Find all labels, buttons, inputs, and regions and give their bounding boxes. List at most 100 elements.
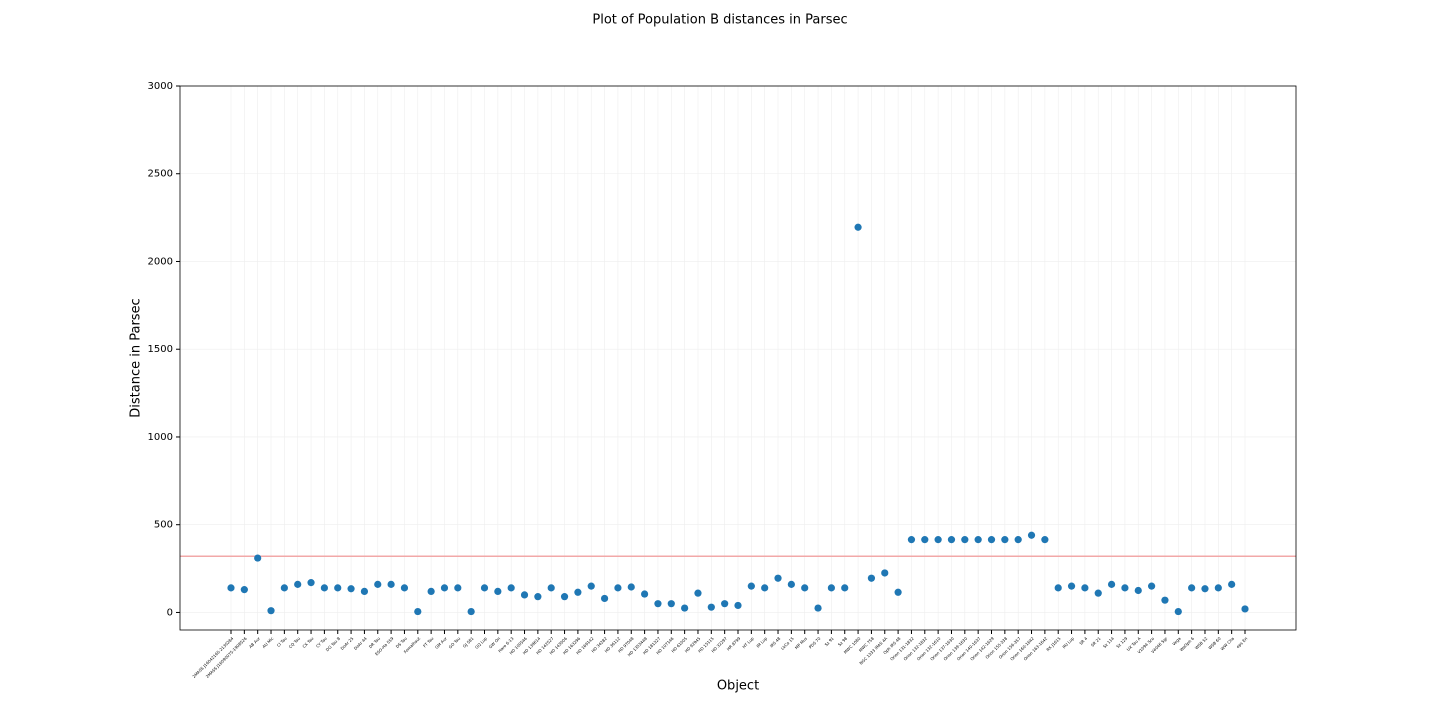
x-tick-label: eps Eri	[1235, 636, 1248, 649]
point	[280, 584, 288, 592]
point	[334, 584, 342, 592]
x-tick-label: WSB 52	[1194, 636, 1209, 651]
x-tick-label: RU Lup	[1061, 636, 1075, 650]
point	[440, 584, 449, 592]
point	[494, 587, 502, 595]
point	[707, 603, 715, 611]
point	[734, 601, 742, 610]
point	[414, 607, 422, 616]
point	[547, 584, 555, 592]
point	[841, 584, 849, 592]
x-tick-label: HR 8799	[726, 636, 742, 652]
point	[1134, 586, 1142, 595]
point	[827, 584, 835, 592]
point	[427, 587, 435, 595]
point	[520, 591, 529, 599]
y-tick-label: 500	[154, 520, 173, 531]
point	[934, 536, 942, 544]
point	[1228, 580, 1236, 588]
point	[1201, 585, 1209, 593]
chart-title: Plot of Population B distances in Parsec	[592, 13, 847, 28]
point	[1188, 584, 1196, 592]
y-tick-label: 3000	[148, 81, 173, 92]
point	[534, 593, 542, 601]
point	[267, 607, 275, 615]
point	[1067, 582, 1076, 590]
point	[854, 223, 862, 231]
x-tick-label: Sz 114	[1102, 636, 1115, 649]
point	[240, 586, 248, 594]
point	[694, 589, 702, 597]
point	[761, 584, 769, 592]
x-tick-label: GO Tau	[448, 636, 462, 650]
point	[374, 580, 382, 588]
point	[681, 604, 689, 612]
point	[1174, 607, 1182, 616]
x-tick-label: IM Lup	[755, 636, 768, 649]
point	[1094, 589, 1102, 597]
y-axis-label: Distance in Parsec	[129, 298, 144, 417]
point	[507, 584, 515, 592]
point	[627, 583, 635, 591]
point	[227, 584, 235, 592]
point	[614, 584, 622, 592]
point	[1107, 580, 1116, 588]
point	[894, 588, 902, 596]
x-tick-label: AU Mic	[261, 636, 274, 649]
point	[360, 587, 369, 595]
x-tick-label: CI Tau	[276, 636, 288, 648]
point	[1214, 584, 1222, 592]
point	[1027, 531, 1036, 539]
x-axis-label: Object	[717, 679, 759, 694]
point	[307, 579, 315, 587]
point	[1054, 584, 1062, 592]
point	[1121, 584, 1129, 592]
x-tick-label: Sz 98	[837, 636, 849, 648]
point	[721, 600, 729, 608]
point	[1161, 596, 1169, 604]
point	[574, 588, 582, 596]
x-tick-label: MP Mus	[794, 636, 808, 650]
point	[947, 536, 956, 544]
x-tick-label: DG Tau B	[325, 636, 342, 653]
point	[814, 604, 822, 612]
point	[1001, 536, 1009, 544]
point	[347, 585, 355, 593]
x-tick-label: HT Lup	[741, 636, 755, 650]
y-tick-label: 2500	[148, 169, 173, 180]
point	[1241, 605, 1249, 613]
point	[387, 580, 395, 588]
point	[400, 584, 409, 592]
point	[787, 580, 795, 588]
x-tick-label: DoAr 25	[339, 636, 354, 651]
x-tick-label: GM Aur	[434, 636, 448, 650]
x-tick-label: CQ Tau	[288, 636, 302, 650]
point	[1014, 536, 1022, 544]
point	[801, 584, 809, 592]
point	[587, 582, 595, 590]
point	[774, 574, 782, 582]
y-tick-label: 1000	[148, 432, 173, 443]
point	[747, 582, 755, 590]
x-tick-label: LkCa 15	[780, 636, 795, 651]
point	[467, 607, 475, 616]
point	[294, 580, 302, 588]
point	[454, 584, 462, 592]
x-tick-label: Vega	[1171, 636, 1182, 647]
x-tick-label: Sz 91	[823, 636, 835, 648]
x-tick-label: GJ 581	[462, 636, 475, 649]
point	[667, 600, 675, 608]
point	[867, 574, 876, 582]
point	[480, 584, 489, 592]
point	[560, 593, 569, 601]
point	[907, 536, 916, 544]
point	[1041, 536, 1049, 544]
x-tick-label: WW Cha	[1220, 635, 1236, 651]
point	[961, 536, 969, 544]
point	[1081, 584, 1089, 592]
x-tick-label: WaOph 6	[1179, 636, 1196, 653]
x-tick-label: DoAr 44	[353, 636, 368, 651]
x-tick-label: PDS 70	[808, 636, 822, 650]
x-tick-label: GQ Lup	[474, 636, 488, 650]
